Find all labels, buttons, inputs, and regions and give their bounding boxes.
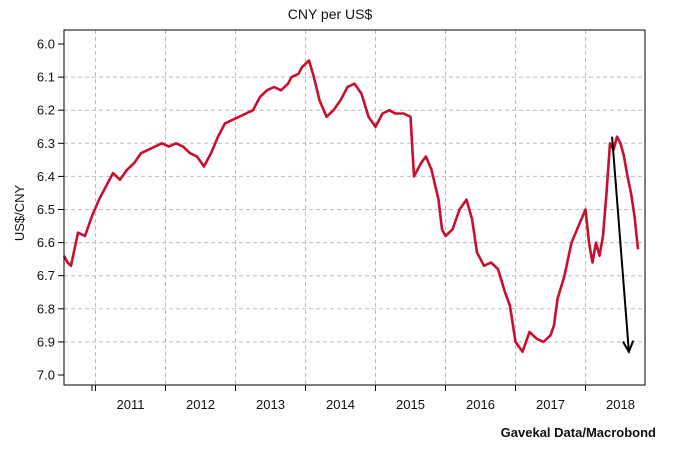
x-tick-label: 2017 bbox=[536, 397, 565, 412]
y-tick-label: 6.9 bbox=[37, 334, 55, 349]
y-axis-label: US$/CNY bbox=[12, 185, 27, 242]
x-tick-label: 2011 bbox=[117, 397, 145, 412]
y-tick-label: 6.7 bbox=[37, 268, 55, 283]
annotation-layer bbox=[611, 136, 635, 355]
x-axis-ticks: 2011 2012 2013 2014 2015 2016 2017 2018 bbox=[91, 385, 635, 412]
y-tick-label: 6.8 bbox=[37, 301, 55, 316]
x-tick-label: 2016 bbox=[466, 397, 495, 412]
y-tick-label: 6.5 bbox=[37, 202, 55, 217]
trend-arrow-shaft bbox=[611, 136, 630, 352]
plot-frame bbox=[63, 29, 646, 386]
series-layer bbox=[62, 59, 640, 354]
chart-title: CNY per US$ bbox=[288, 6, 373, 22]
x-tick-label: 2015 bbox=[396, 397, 425, 412]
gridlines bbox=[64, 30, 645, 385]
y-tick-label: 6.3 bbox=[37, 136, 55, 151]
y-tick-label: 6.2 bbox=[37, 103, 55, 118]
x-tick-label: 2018 bbox=[606, 397, 635, 412]
y-tick-label: 6.1 bbox=[37, 70, 55, 85]
y-tick-label: 6.0 bbox=[37, 37, 55, 52]
y-tick-label: 6.4 bbox=[37, 169, 55, 184]
x-tick-label: 2012 bbox=[186, 397, 215, 412]
series-line bbox=[62, 59, 640, 354]
source-label: Gavekal Data/Macrobond bbox=[501, 425, 656, 440]
y-tick-label: 6.6 bbox=[37, 235, 55, 250]
y-tick-label: 7.0 bbox=[37, 368, 55, 383]
x-tick-label: 2013 bbox=[256, 397, 285, 412]
trend-arrow-head bbox=[621, 340, 635, 355]
x-tick-label: 2014 bbox=[326, 397, 355, 412]
y-axis-ticks: 6.0 6.1 6.2 6.3 6.4 6.5 6.6 6.7 6.8 6.9 7.0 bbox=[37, 37, 64, 383]
